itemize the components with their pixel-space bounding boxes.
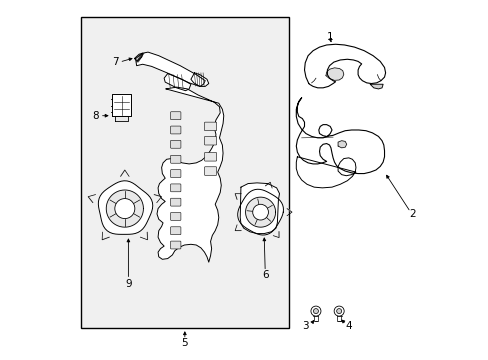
Polygon shape	[102, 237, 109, 240]
Polygon shape	[237, 189, 283, 235]
FancyBboxPatch shape	[170, 227, 181, 235]
Text: 8: 8	[92, 111, 98, 121]
FancyBboxPatch shape	[204, 167, 216, 175]
Polygon shape	[296, 98, 384, 174]
Polygon shape	[121, 170, 124, 176]
Polygon shape	[369, 84, 382, 89]
Circle shape	[310, 306, 320, 316]
Text: 4: 4	[345, 321, 351, 331]
FancyBboxPatch shape	[170, 156, 181, 163]
Circle shape	[115, 199, 135, 219]
Text: 6: 6	[262, 270, 268, 280]
Circle shape	[333, 306, 344, 316]
Polygon shape	[164, 73, 190, 91]
Polygon shape	[245, 197, 275, 227]
Polygon shape	[154, 194, 161, 197]
Polygon shape	[98, 181, 152, 234]
Polygon shape	[304, 44, 385, 88]
Polygon shape	[240, 183, 279, 234]
Text: 2: 2	[408, 209, 415, 219]
Polygon shape	[325, 68, 343, 80]
Circle shape	[313, 309, 318, 314]
Text: 3: 3	[302, 321, 308, 331]
Circle shape	[252, 204, 268, 220]
Polygon shape	[88, 197, 93, 203]
FancyBboxPatch shape	[170, 212, 181, 220]
Text: 5: 5	[181, 338, 188, 347]
Polygon shape	[286, 208, 291, 212]
FancyBboxPatch shape	[170, 184, 181, 192]
FancyBboxPatch shape	[204, 122, 216, 131]
Polygon shape	[115, 116, 128, 121]
Polygon shape	[190, 73, 208, 86]
Polygon shape	[135, 52, 205, 86]
FancyBboxPatch shape	[170, 241, 181, 249]
FancyBboxPatch shape	[170, 198, 181, 206]
Circle shape	[336, 309, 341, 314]
FancyBboxPatch shape	[204, 136, 216, 145]
FancyBboxPatch shape	[170, 140, 181, 148]
Polygon shape	[134, 53, 142, 61]
Text: 7: 7	[112, 57, 118, 67]
FancyBboxPatch shape	[170, 112, 181, 120]
Polygon shape	[265, 182, 270, 186]
Polygon shape	[296, 157, 355, 188]
Polygon shape	[112, 94, 131, 116]
Polygon shape	[337, 141, 346, 148]
Polygon shape	[235, 194, 237, 199]
FancyBboxPatch shape	[170, 126, 181, 134]
Polygon shape	[157, 87, 224, 262]
Polygon shape	[106, 190, 143, 227]
FancyBboxPatch shape	[170, 170, 181, 177]
Text: 1: 1	[326, 32, 333, 42]
Bar	[81, 18, 288, 328]
Text: 9: 9	[125, 279, 131, 289]
FancyBboxPatch shape	[204, 153, 216, 161]
